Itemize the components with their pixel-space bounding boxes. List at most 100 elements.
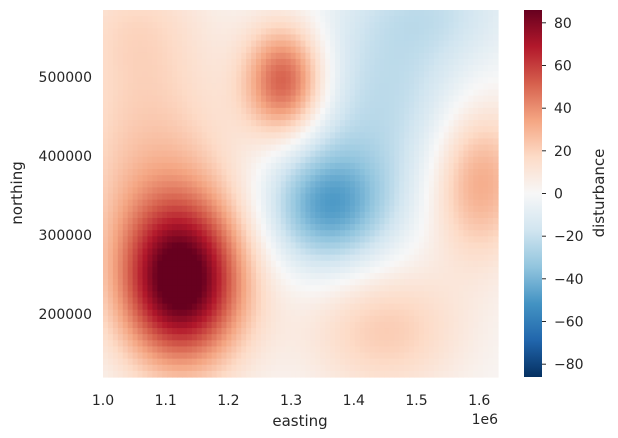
heatmap-cell (325, 28, 331, 36)
heatmap-cell (122, 71, 129, 78)
heatmap-cell (404, 217, 410, 225)
heatmap-cell (191, 217, 198, 225)
heatmap-cell (231, 254, 237, 262)
heatmap-cell (409, 120, 415, 127)
heatmap-cell (414, 205, 420, 213)
heatmap-cell (305, 273, 311, 280)
heatmap-cell (325, 10, 331, 17)
heatmap-cell (216, 217, 223, 225)
heatmap-cell (493, 156, 499, 164)
heatmap-cell (211, 187, 218, 195)
heatmap-cell (201, 181, 208, 188)
heatmap-cell (167, 28, 173, 36)
heatmap-cell (354, 370, 361, 378)
heatmap-cell (379, 260, 386, 268)
heatmap-cell (423, 352, 430, 360)
heatmap-cell (468, 199, 474, 207)
heatmap-cell (399, 205, 405, 213)
heatmap-cell (182, 248, 188, 256)
heatmap-cell (438, 303, 445, 311)
heatmap-cell (182, 28, 188, 36)
heatmap-cell (261, 370, 267, 378)
heatmap-cell (226, 315, 232, 323)
heatmap-cell (251, 175, 257, 182)
heatmap-cell (201, 169, 208, 176)
heatmap-cell (246, 315, 252, 323)
heatmap-cell (340, 340, 346, 348)
heatmap-cell (463, 83, 469, 91)
heatmap-cell (379, 279, 386, 286)
heatmap-cell (478, 28, 484, 36)
heatmap-cell (226, 242, 232, 250)
heatmap-cell (167, 321, 173, 329)
heatmap-cell (132, 370, 139, 378)
heatmap-cell (261, 364, 267, 372)
heatmap-cell (448, 309, 455, 317)
heatmap-cell (369, 150, 376, 158)
heatmap-cell (290, 156, 297, 164)
heatmap-cell (275, 40, 282, 48)
heatmap-cell (221, 58, 228, 66)
heatmap-cell (325, 181, 331, 188)
heatmap-cell (379, 65, 386, 72)
heatmap-cell (349, 40, 356, 48)
heatmap-cell (374, 132, 381, 140)
heatmap-cell (364, 260, 371, 268)
heatmap-cell (152, 52, 158, 60)
heatmap-cell (290, 101, 297, 109)
heatmap-cell (354, 28, 361, 36)
heatmap-cell (117, 46, 124, 54)
heatmap-cell (374, 254, 381, 262)
heatmap-cell (473, 120, 479, 127)
heatmap-cell (132, 279, 139, 286)
heatmap-cell (132, 273, 139, 280)
heatmap-cell (320, 193, 326, 201)
heatmap-cell (315, 16, 321, 23)
heatmap-cell (399, 297, 405, 305)
heatmap-cell (265, 52, 272, 60)
heatmap-cell (305, 10, 311, 17)
heatmap-cell (473, 16, 479, 23)
heatmap-cell (256, 16, 262, 23)
heatmap-cell (103, 169, 109, 176)
heatmap-cell (320, 315, 326, 323)
heatmap-cell (167, 187, 173, 195)
heatmap-cell (236, 40, 242, 48)
heatmap-cell (256, 303, 262, 311)
heatmap-cell (399, 89, 405, 97)
heatmap-cell (364, 321, 371, 329)
heatmap-cell (315, 132, 321, 140)
heatmap-cell (310, 138, 316, 146)
heatmap-cell (216, 16, 223, 23)
heatmap-cell (201, 40, 208, 48)
heatmap-cell (280, 156, 287, 164)
heatmap-cell (325, 193, 331, 201)
heatmap-cell (231, 113, 237, 121)
heatmap-cell (423, 211, 430, 219)
heatmap-cell (196, 181, 203, 188)
heatmap-cell (157, 358, 163, 366)
heatmap-cell (280, 242, 287, 250)
heatmap-cell (310, 144, 316, 152)
heatmap-cell (389, 211, 395, 219)
heatmap-cell (493, 28, 499, 36)
heatmap-cell (186, 279, 193, 286)
heatmap-cell (305, 291, 311, 299)
heatmap-cell (142, 150, 149, 158)
heatmap-cell (132, 242, 139, 250)
heatmap-cell (162, 230, 168, 237)
heatmap-cell (364, 205, 371, 213)
heatmap-cell (265, 352, 272, 360)
heatmap-cell (231, 95, 237, 103)
heatmap-cell (221, 273, 228, 280)
heatmap-cell (369, 46, 376, 54)
heatmap-cell (359, 315, 366, 323)
heatmap-cell (177, 303, 183, 311)
heatmap-cell (211, 346, 218, 354)
heatmap-cell (196, 340, 203, 348)
heatmap-cell (409, 260, 415, 268)
heatmap-cell (216, 120, 223, 127)
heatmap-cell (162, 58, 168, 66)
heatmap-cell (379, 10, 386, 17)
heatmap-cell (320, 364, 326, 372)
